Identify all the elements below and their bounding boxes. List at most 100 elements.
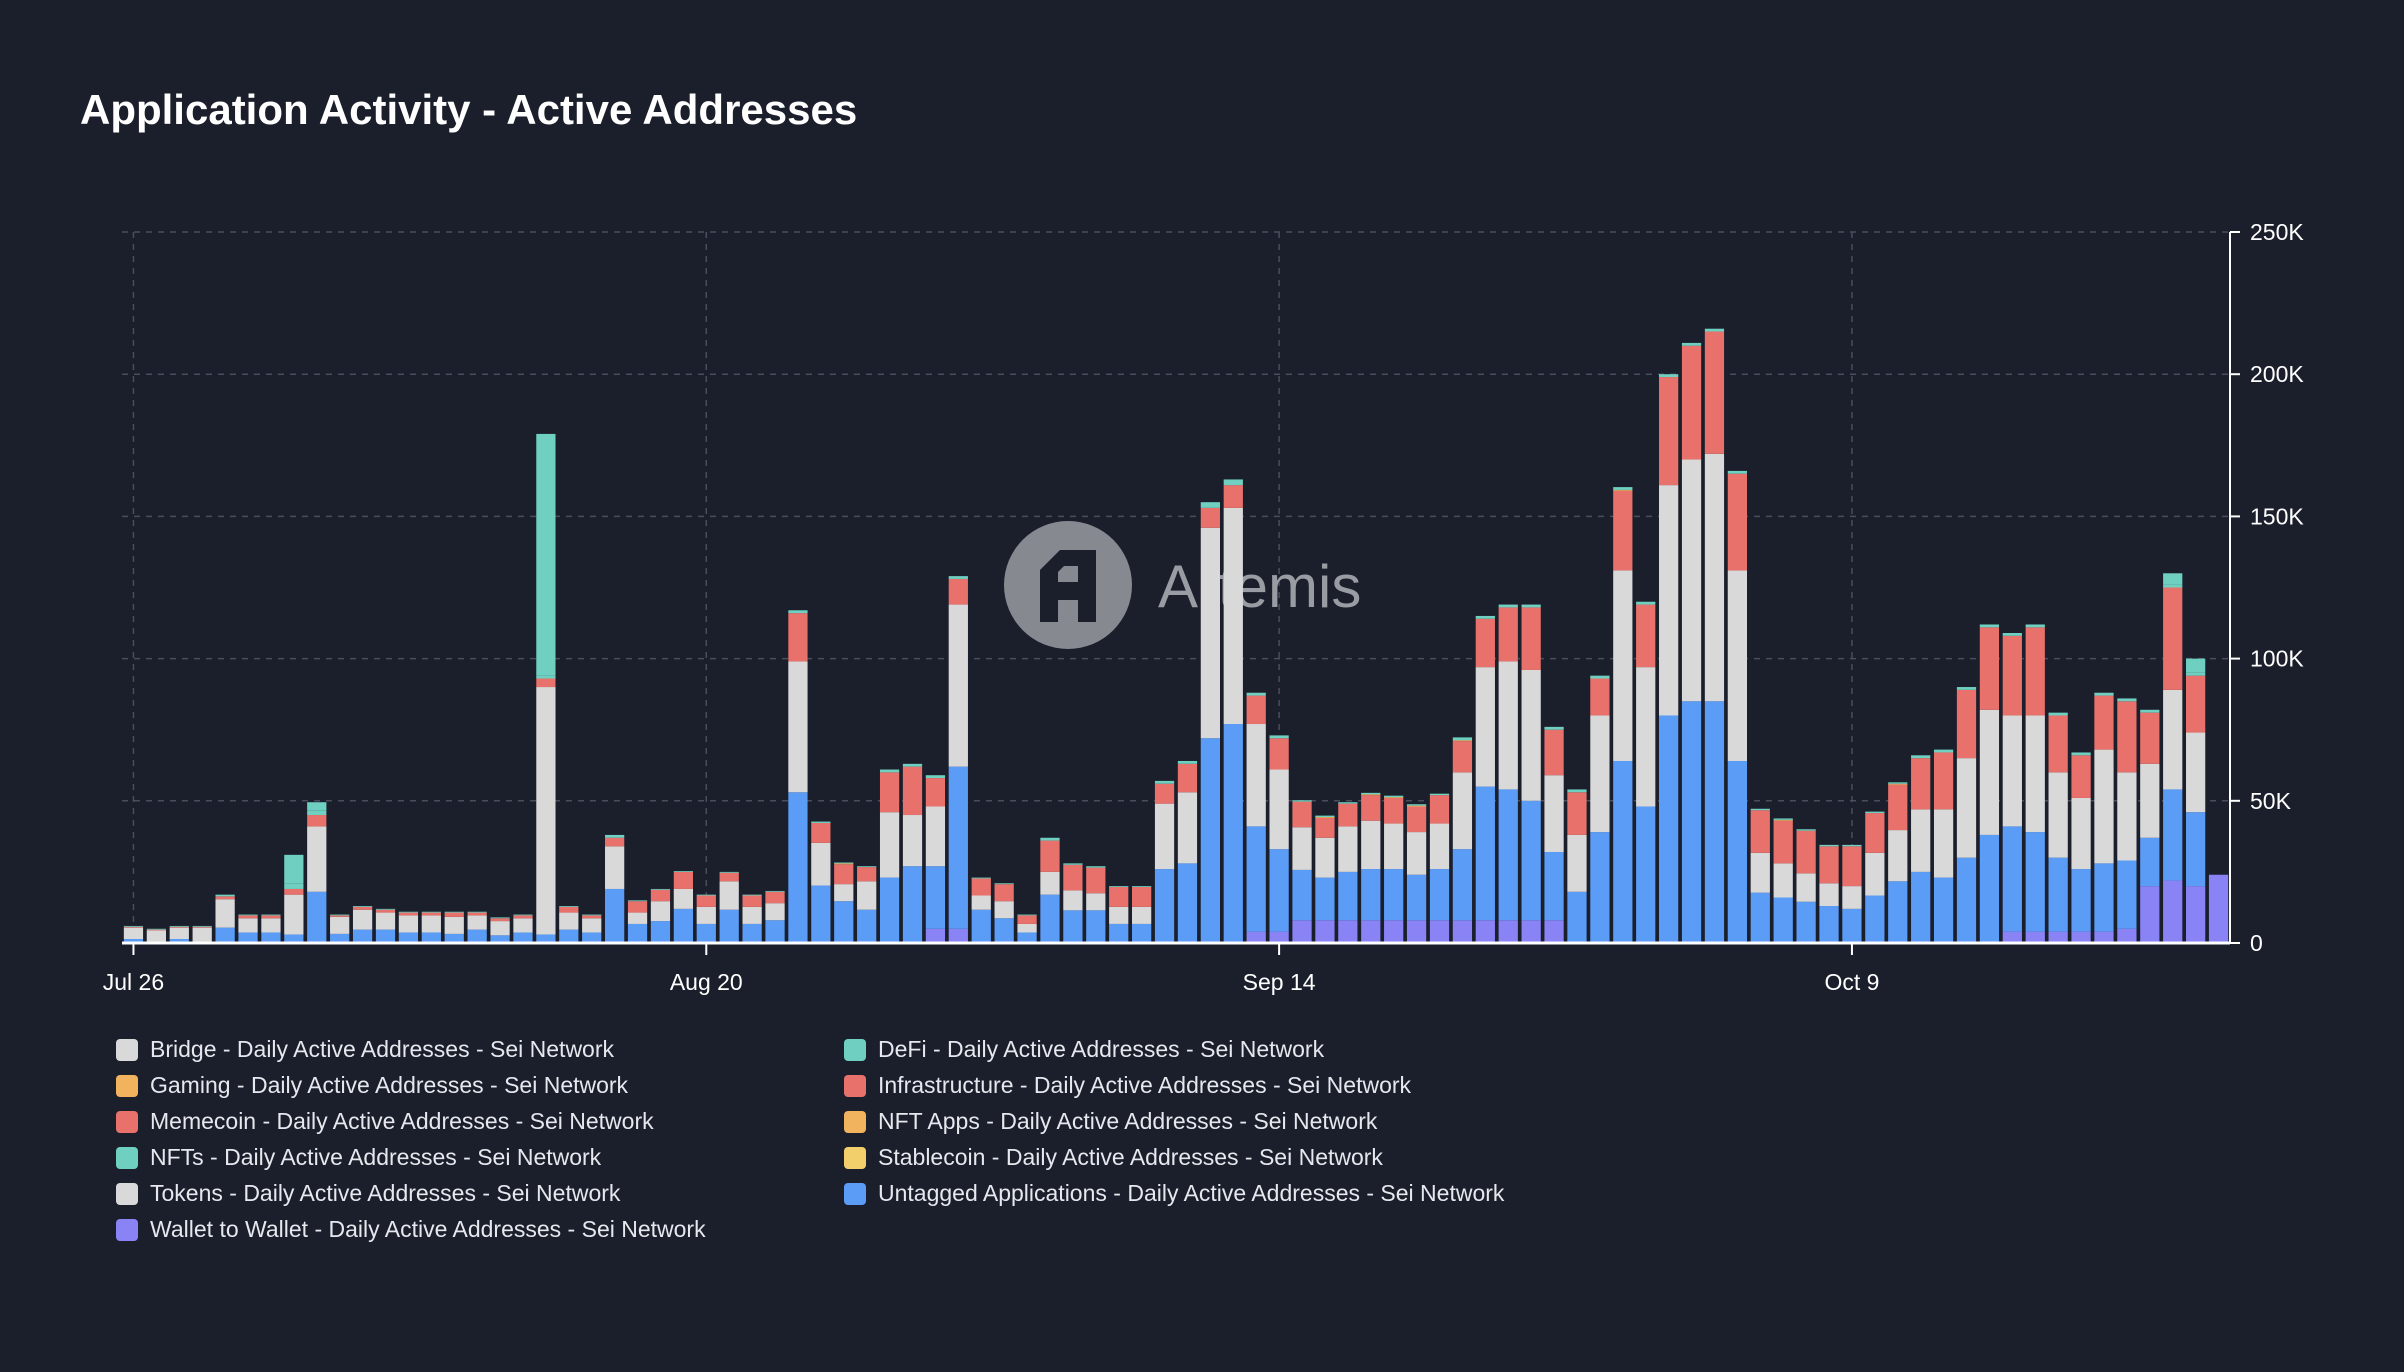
bar-segment	[1292, 800, 1312, 802]
legend-swatch	[116, 1038, 138, 1061]
bar-segment	[902, 766, 923, 816]
bar-segment	[1063, 863, 1083, 865]
bar-segment	[1017, 932, 1037, 943]
bar-segment	[559, 906, 579, 907]
bar-segment	[834, 884, 854, 902]
bar-segment	[1544, 729, 1564, 776]
legend-item[interactable]: Infrastructure - Daily Active Addresses …	[844, 1072, 1544, 1099]
bar-segment	[2186, 812, 2206, 887]
bar-segment	[1086, 893, 1106, 911]
bar-segment	[513, 914, 533, 916]
bar-segment	[857, 881, 877, 910]
chart-gridlines	[122, 231, 2230, 943]
bar-segment	[421, 911, 441, 913]
bar-segment	[330, 914, 350, 916]
legend-swatch	[844, 1182, 866, 1205]
y-tick-label: 0	[2250, 930, 2263, 956]
bar-segment	[2117, 860, 2137, 929]
bar-segment	[2048, 772, 2068, 858]
bar-segment	[2186, 672, 2206, 676]
bar-segment	[2048, 857, 2068, 932]
legend-item[interactable]: Memecoin - Daily Active Addresses - Sei …	[116, 1108, 844, 1135]
bar-segment	[1338, 871, 1358, 921]
bar-segment	[605, 837, 625, 847]
bar-segment	[1452, 741, 1473, 773]
bar-segment	[673, 871, 693, 872]
legend-item[interactable]: Wallet to Wallet - Daily Active Addresse…	[116, 1216, 844, 1243]
bar-segment	[811, 822, 831, 843]
x-tick-label: Sep 14	[1243, 969, 1316, 995]
bar-segment	[1544, 851, 1564, 921]
y-tick-label: 250K	[2250, 219, 2304, 245]
legend-item[interactable]: Untagged Applications - Daily Active Add…	[844, 1180, 1544, 1207]
bar-segment	[1292, 920, 1312, 943]
bar-segment	[765, 890, 785, 892]
bar-segment	[536, 678, 556, 688]
bar-segment	[169, 926, 189, 928]
bar-segment	[2071, 869, 2091, 932]
bar-segment	[1659, 377, 1679, 486]
bar-segment	[1888, 830, 1908, 882]
bar-segment	[536, 433, 556, 676]
bar-segment	[1086, 910, 1106, 943]
bar-segment	[1659, 715, 1679, 943]
bar-segment	[307, 815, 327, 827]
bar-segment	[1246, 724, 1266, 827]
bar-segment	[605, 888, 625, 943]
bar-segment	[948, 604, 968, 767]
bar-segment	[2002, 715, 2022, 827]
bar-segment	[1063, 890, 1083, 911]
bar-segment	[1177, 863, 1198, 943]
bar-segment	[1933, 749, 1954, 753]
bar-segment	[1681, 342, 1702, 346]
bar-segment	[398, 915, 419, 933]
bar-segment	[971, 895, 991, 910]
bar-segment	[1865, 811, 1885, 814]
bar-segment	[1521, 669, 1541, 801]
bar-segment	[238, 918, 258, 933]
bar-segment	[192, 926, 212, 928]
bar-segment	[1246, 692, 1266, 696]
bar-segment	[330, 916, 350, 934]
legend-item[interactable]: Bridge - Daily Active Addresses - Sei Ne…	[116, 1036, 844, 1063]
bar-segment	[1475, 618, 1495, 668]
legend-item[interactable]: Gaming - Daily Active Addresses - Sei Ne…	[116, 1072, 844, 1099]
bar-segment	[1132, 923, 1152, 943]
bar-segment	[1246, 931, 1266, 943]
bar-segment	[627, 912, 648, 924]
bar-segment	[467, 912, 487, 916]
legend-item[interactable]: Tokens - Daily Active Addresses - Sei Ne…	[116, 1180, 844, 1207]
legend-item[interactable]: NFT Apps - Daily Active Addresses - Sei …	[844, 1108, 1544, 1135]
bar-segment	[2025, 832, 2045, 932]
bar-segment	[1475, 667, 1495, 787]
bar-segment	[2048, 715, 2068, 773]
bar-segment	[1154, 780, 1175, 784]
bar-segment	[1727, 570, 1747, 761]
bar-segment	[1911, 809, 1931, 872]
bar-segment	[1842, 886, 1862, 909]
legend-item[interactable]: Stablecoin - Daily Active Addresses - Se…	[844, 1144, 1544, 1171]
bar-segment	[2002, 826, 2022, 932]
bar-segment	[1200, 507, 1220, 528]
bar-segment	[1269, 735, 1289, 739]
bar-segment	[1475, 786, 1495, 921]
bar-segment	[1315, 837, 1335, 878]
bar-segment	[1177, 760, 1198, 764]
bar-segment	[215, 927, 235, 943]
bar-segment	[925, 866, 946, 929]
bar-segment	[1063, 864, 1083, 891]
legend-item[interactable]: DeFi - Daily Active Addresses - Sei Netw…	[844, 1036, 1544, 1063]
bar-segment	[1223, 724, 1243, 943]
bar-segment	[834, 862, 854, 864]
bar-segment	[146, 928, 166, 930]
bar-segment	[1338, 802, 1358, 804]
bar-segment	[2071, 931, 2091, 943]
bar-segment	[1704, 331, 1725, 454]
bar-segment	[902, 763, 923, 767]
bar-segment	[2002, 931, 2022, 943]
y-tick-label: 50K	[2250, 788, 2292, 814]
bar-segment	[650, 901, 671, 922]
bar-segment	[1338, 803, 1358, 827]
legend-item[interactable]: NFTs - Daily Active Addresses - Sei Netw…	[116, 1144, 844, 1171]
bar-segment	[627, 923, 648, 943]
